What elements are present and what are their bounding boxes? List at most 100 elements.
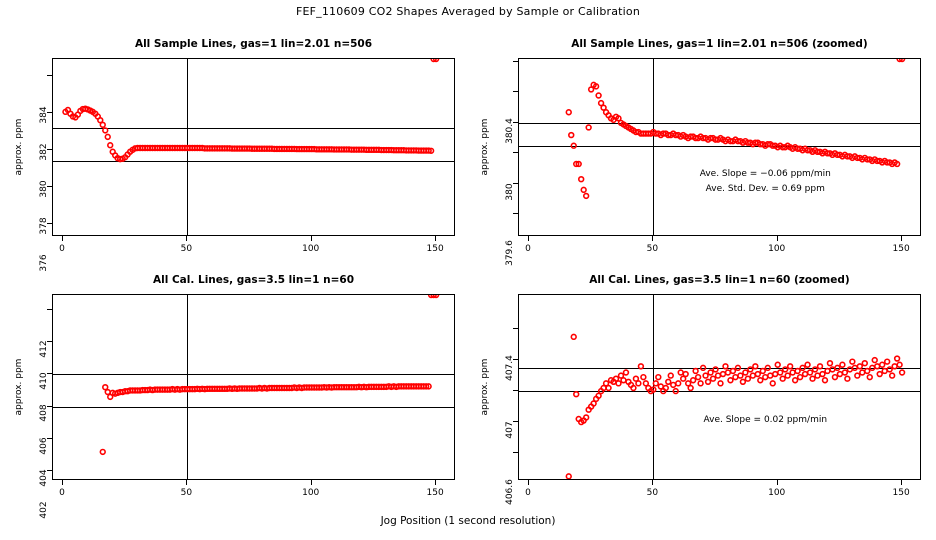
y-tick-label: 382 <box>39 143 49 161</box>
data-series-bottom-left <box>99 295 440 456</box>
y-tick-mark <box>47 308 52 310</box>
x-tick-label: 0 <box>525 244 531 254</box>
x-tick-label: 100 <box>768 488 786 498</box>
x-tick-mark <box>186 236 188 241</box>
y-tick-label: 404 <box>39 469 49 487</box>
y-axis-label: approx. ppm <box>14 358 24 416</box>
y-tick-mark <box>513 152 518 154</box>
x-tick-label: 150 <box>426 244 444 254</box>
x-tick-label: 0 <box>59 244 65 254</box>
figure-title: FEF_110609 CO2 Shapes Averaged by Sample… <box>295 5 641 18</box>
x-tick-label: 0 <box>59 488 65 498</box>
y-axis-label: approx. ppm <box>480 118 490 176</box>
x-tick-mark <box>61 480 63 485</box>
reference-line-vertical <box>187 59 189 235</box>
y-tick-label: 380.4 <box>505 118 515 145</box>
reference-line-horizontal <box>519 122 920 124</box>
reference-line-horizontal <box>53 160 454 162</box>
reference-line-horizontal <box>53 406 454 408</box>
x-tick-mark <box>652 480 654 485</box>
reference-line-horizontal <box>53 127 454 129</box>
x-tick-mark <box>527 236 529 241</box>
y-tick-mark <box>513 91 518 93</box>
y-tick-label: 406.6 <box>505 479 515 505</box>
y-tick-mark <box>47 470 52 472</box>
data-series-top-right <box>565 59 906 200</box>
y-tick-label: 406 <box>39 437 49 455</box>
plot-area-top-right: Ave. Slope = −0.06 ppm/min Ave. Std. Dev.… <box>518 58 921 236</box>
x-tick-label: 150 <box>892 488 910 498</box>
x-tick-mark <box>901 236 903 241</box>
y-tick-mark <box>513 359 518 361</box>
y-tick-mark <box>47 437 52 439</box>
panel-title-bottom-right: All Cal. Lines, gas=3.5 lin=1 n=60 (zoom… <box>589 274 850 286</box>
reference-line-vertical <box>187 295 189 479</box>
plot-area-bottom-left <box>52 294 455 480</box>
x-tick-label: 0 <box>525 488 531 498</box>
x-tick-label: 50 <box>180 244 193 254</box>
x-tick-label: 100 <box>302 244 320 254</box>
y-tick-mark <box>47 373 52 375</box>
data-series-bottom-right <box>565 333 906 479</box>
y-tick-mark <box>47 148 52 150</box>
annotation-text: Ave. Slope = −0.06 ppm/min <box>699 168 831 179</box>
y-tick-mark <box>47 340 52 342</box>
x-tick-mark <box>527 480 529 485</box>
annotation-text: Ave. Slope = 0.02 ppm/min <box>703 414 828 425</box>
y-tick-mark <box>47 185 52 187</box>
y-tick-mark <box>513 421 518 423</box>
x-tick-label: 50 <box>646 488 659 498</box>
y-tick-mark <box>47 111 52 113</box>
x-tick-mark <box>310 236 312 241</box>
x-tick-mark <box>901 480 903 485</box>
y-tick-mark <box>513 213 518 215</box>
y-tick-mark <box>47 405 52 407</box>
x-tick-label: 100 <box>768 244 786 254</box>
y-axis-label: approx. ppm <box>14 118 24 176</box>
reference-line-horizontal <box>519 367 920 369</box>
x-tick-mark <box>310 480 312 485</box>
reference-line-vertical <box>653 295 655 479</box>
x-tick-label: 100 <box>302 488 320 498</box>
y-tick-label: 407.4 <box>505 355 515 381</box>
y-tick-mark <box>513 452 518 454</box>
y-tick-label: 378 <box>39 217 49 235</box>
y-tick-label: 376 <box>39 254 49 272</box>
x-tick-mark <box>186 480 188 485</box>
x-tick-label: 50 <box>180 488 193 498</box>
data-series-top-left <box>62 59 440 163</box>
y-tick-label: 410 <box>39 372 49 390</box>
plot-area-top-left <box>52 58 455 236</box>
y-tick-label: 407 <box>505 421 515 439</box>
y-tick-mark <box>513 182 518 184</box>
y-tick-mark <box>513 390 518 392</box>
x-tick-mark <box>652 236 654 241</box>
reference-line-horizontal <box>53 374 454 376</box>
x-tick-mark <box>776 480 778 485</box>
y-tick-label: 380 <box>505 183 515 201</box>
reference-line-horizontal <box>519 145 920 147</box>
y-tick-label: 412 <box>39 339 49 358</box>
reference-line-vertical <box>653 59 655 235</box>
panel-title-top-left: All Sample Lines, gas=1 lin=2.01 n=506 <box>134 38 373 50</box>
y-tick-mark <box>513 121 518 123</box>
y-tick-label: 384 <box>39 106 49 124</box>
x-tick-mark <box>435 236 437 241</box>
x-tick-label: 50 <box>646 244 659 254</box>
x-tick-mark <box>61 236 63 241</box>
y-tick-label: 380 <box>39 180 49 198</box>
y-tick-label: 408 <box>39 404 49 422</box>
y-tick-mark <box>513 61 518 63</box>
reference-line-horizontal <box>519 391 920 393</box>
plot-area-bottom-right: Ave. Slope = 0.02 ppm/min <box>518 294 921 480</box>
x-tick-label: 150 <box>426 488 444 498</box>
y-axis-label: approx. ppm <box>480 358 490 416</box>
y-tick-label: 379.6 <box>505 240 515 267</box>
x-tick-label: 150 <box>892 244 910 254</box>
y-tick-mark <box>47 74 52 76</box>
x-axis-label: Jog Position (1 second resolution) <box>380 515 556 527</box>
y-tick-mark <box>513 328 518 330</box>
